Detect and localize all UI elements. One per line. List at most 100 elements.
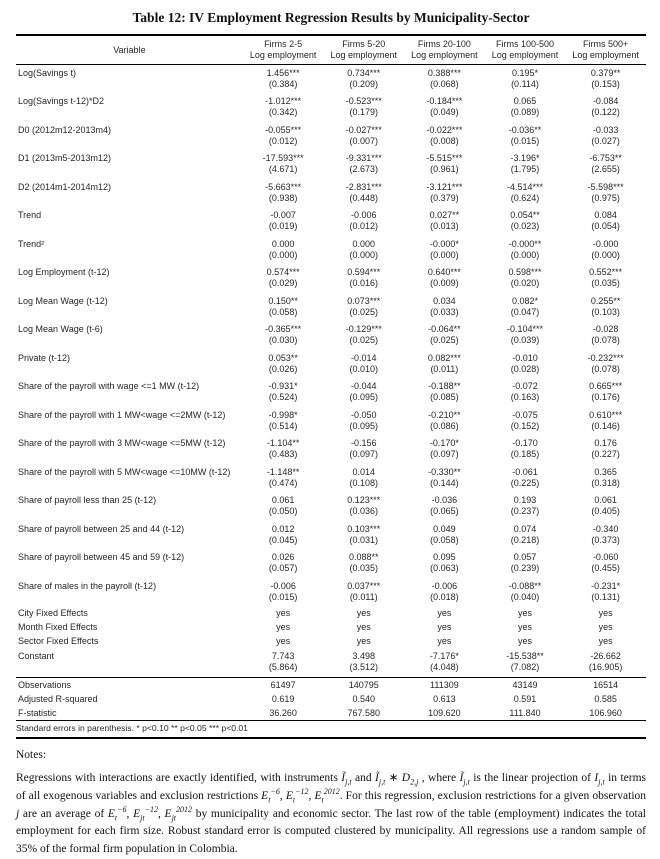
coefficient-value: yes [437,608,452,618]
coefficient-value: -0.055*** [265,124,302,135]
coefficient-value: -0.075 [512,409,538,420]
table-row: Month Fixed Effects yes yes yes yes yes [16,621,646,635]
variable-label: Log Mean Wage (t-6) [18,324,103,334]
notes-math-token: E [133,807,141,820]
table-row: Trend² 0.000 0.000 -0.000* -0.000** -0.000 [16,236,646,250]
variable-label-spacer [16,278,243,293]
table-row: Log Employment (t-12) 0.574*** 0.594*** 0.6… [16,265,646,279]
notes-math-token: E [314,789,322,802]
standard-error-value: (0.039) [510,335,540,345]
coefficient-value: 0.088** [348,552,379,562]
coefficient-value: 0.084 [594,210,617,220]
regression-results-table: Variable Firms 2-5 Log employment Firms … [16,34,646,739]
coefficient-value: -2.831*** [345,181,382,192]
standard-error-value: (0.097) [430,449,459,459]
standard-error-value: (7.082) [510,662,540,672]
coefficient-value: -0.060 [592,552,619,562]
standard-error-value: (0.209) [349,78,379,89]
table-header: Variable Firms 2-5 Log employment Firms … [16,35,646,65]
column-header-firms-100-500: Firms 100-500 Log employment [485,35,566,65]
standard-error-value: (0.975) [591,192,620,203]
coefficient-value: -0.365*** [265,324,302,334]
standard-error-value: (16.905) [588,662,623,672]
stat-value: 140795 [348,679,379,690]
table-row: Private (t-12) 0.053** -0.014 0.082*** -0.01… [16,350,646,364]
stat-value: 36.260 [269,707,297,718]
standard-error-value: (0.373) [591,534,620,545]
notes-text: ∗ [385,772,402,784]
notes-math-token: −6 [270,786,280,796]
variable-label-spacer [16,421,243,436]
table-row: D2 (2014m1-2014m12) -5.663*** -2.831*** -3.… [16,179,646,193]
notes-math-token: j,t [598,777,605,787]
variable-label-spacer [16,221,243,236]
coefficient-value: yes [356,636,371,646]
coefficient-value: 3.498 [352,651,376,661]
coefficient-value: -0.033 [592,124,619,135]
notes-text: , [157,807,165,820]
table-row: City Fixed Effects yes yes yes yes yes [16,607,646,621]
notes-math-token: j,t [345,777,352,787]
standard-error-value: (0.054) [591,221,620,231]
notes-math-token: 2,j [410,777,419,787]
coefficient-value: -0.170* [429,438,459,448]
coefficient-value: -0.210** [428,409,461,420]
coefficient-value: -1.104** [266,438,300,448]
coefficient-value: 0.014 [352,466,376,477]
variable-label-spacer [16,592,243,607]
coefficient-value: -0.129*** [345,324,382,334]
table-row-se: (5.864) (3.512) (4.048) (7.082) (16.905) [16,662,646,678]
standard-error-value: (0.012) [349,221,379,231]
coefficient-value: 0.594*** [347,267,381,277]
coefficient-value: -0.104*** [506,324,544,334]
standard-error-value: (0.011) [430,363,459,374]
coefficient-value: -4.514*** [506,181,544,192]
table-row: Share of the payroll with 1 MW<wage <=2M… [16,407,646,421]
variable-label-spacer [16,193,243,208]
standard-error-value: (0.011) [349,591,378,602]
notes-paragraph: Regressions with interactions are exactl… [16,770,646,859]
table-row-se: (0.045) (0.031) (0.058) (0.218) (0.373) [16,535,646,550]
coefficient-value: -0.184*** [426,96,463,106]
standard-error-value: (0.065) [430,506,459,516]
standard-error-value: (0.524) [268,392,298,402]
standard-error-value: (0.030) [268,335,298,345]
variable-label: D0 (2012m12-2013m4) [18,124,112,135]
table-row-se: (0.514) (0.095) (0.086) (0.152) (0.146) [16,421,646,436]
coefficient-value: -0.156 [350,438,377,448]
variable-label: Log Mean Wage (t-12) [18,295,108,306]
standard-error-value: (0.000) [430,249,459,260]
coefficient-value: 0.037*** [347,580,381,591]
table-row: F-statistic 36.260 767.580 109.620 111.840 10… [16,706,646,721]
variable-label: Share of payroll less than 25 (t-12) [18,495,157,505]
variable-label-spacer [16,449,243,464]
coefficient-value: -5.663*** [265,181,302,192]
table-row-se: (0.483) (0.097) (0.097) (0.185) (0.227) [16,449,646,464]
table-title: Table 12: IV Employment Regression Resul… [132,10,530,25]
coefficient-value: 0.734*** [347,67,381,78]
notes-heading: Notes: [16,749,47,761]
variable-label: Sector Fixed Effects [18,636,99,646]
notes-text: is the linear projection of [469,772,595,784]
variable-column-header: Variable [113,44,146,55]
coefficient-value: -0.523*** [345,96,382,106]
variable-label: Log(Savings t) [18,67,77,78]
coefficient-value: 0.082*** [427,352,461,363]
notes-text: , [126,807,134,820]
coefficient-value: 0.000 [352,238,376,249]
standard-error-value: (0.448) [349,192,379,203]
coefficient-value: -1.012*** [265,96,302,106]
coefficient-value: -0.028 [592,324,619,334]
notes-math-token: E [107,807,115,820]
variable-label: Share of payroll between 45 and 59 (t-12… [18,552,185,562]
coefficient-value: -0.022*** [426,124,463,135]
standard-error-value: (0.239) [510,563,540,573]
column-header-measure: Log employment [249,50,317,60]
standard-error-value: (0.085) [430,392,459,402]
coefficient-value: yes [356,608,371,618]
coefficient-value: -0.050 [350,409,377,420]
coefficient-value: 0.034 [433,295,456,306]
variable-label: D2 (2014m1-2014m12) [18,181,112,192]
coefficient-value: -0.036 [431,495,458,505]
